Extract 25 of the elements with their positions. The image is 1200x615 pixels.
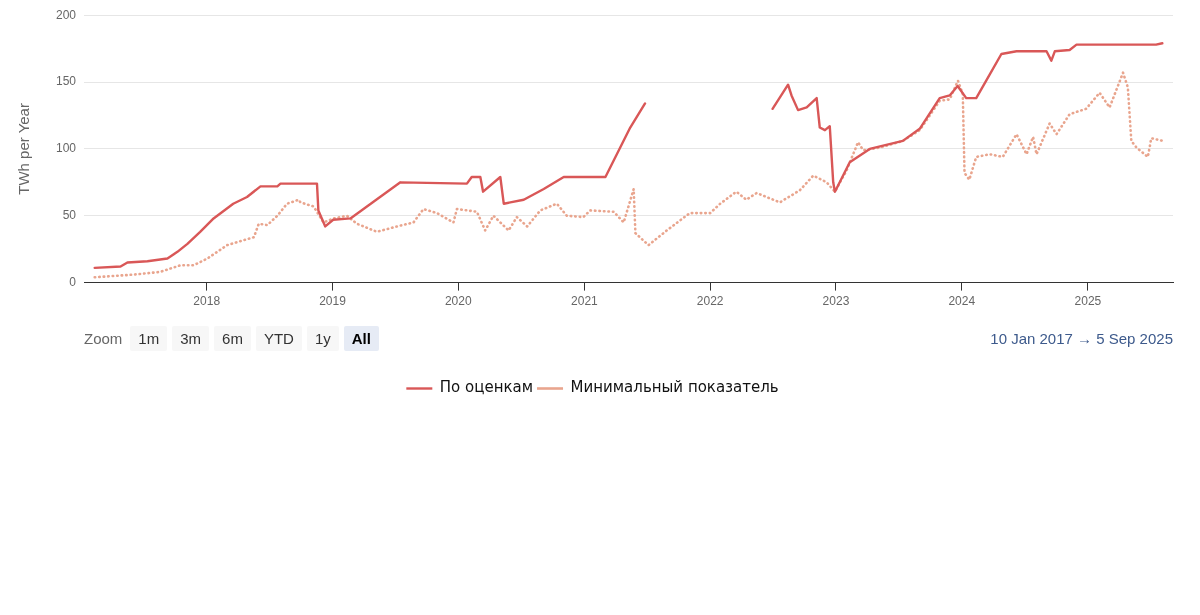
x-tick-label: 2022 <box>696 294 724 309</box>
line-series <box>93 71 1165 279</box>
y-tick-label: 50 <box>62 208 77 223</box>
zoom-button: All <box>343 325 379 351</box>
text: 10 Jan 2017 → 5 Sep 2025 <box>990 329 1173 347</box>
zoom-button: 1m <box>130 325 168 351</box>
zoom-button: 3m <box>172 325 210 351</box>
zoom-button: YTD <box>255 325 302 351</box>
text: Zoom <box>84 329 123 347</box>
x-tick-label: 2019 <box>319 294 347 309</box>
x-tick-label: 2018 <box>193 294 221 309</box>
y-tick-label: 150 <box>55 74 77 89</box>
legend-label: Минимальный показатель <box>570 378 779 397</box>
zoom-button: 1y <box>306 325 339 351</box>
x-tick-label: 2025 <box>1074 294 1102 309</box>
legend-label: По оценкам <box>439 378 534 397</box>
x-tick-label: 2024 <box>948 294 976 309</box>
y-tick-label: 200 <box>55 7 77 22</box>
y-axis-title: TWh per Year <box>15 103 33 195</box>
x-tick-label: 2020 <box>444 294 472 309</box>
x-tick-label: 2021 <box>571 294 599 309</box>
x-tick-label: 2023 <box>822 294 850 309</box>
zoom-button: 6m <box>214 325 251 351</box>
y-tick-label: 0 <box>69 274 77 289</box>
y-tick-label: 100 <box>55 141 77 156</box>
